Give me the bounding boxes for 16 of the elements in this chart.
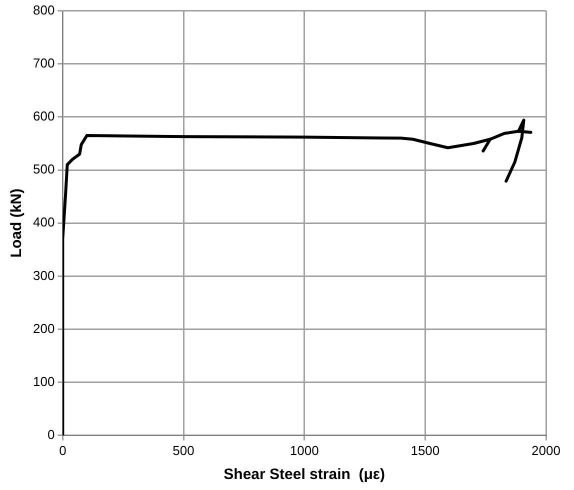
y-tick-label: 0	[47, 426, 55, 442]
y-tick-label: 700	[32, 55, 55, 70]
y-tick-label: 500	[32, 162, 55, 177]
y-tick-label: 600	[32, 108, 55, 124]
y-axis-title: Load (kN)	[8, 188, 26, 258]
y-tick-label: 400	[32, 214, 55, 230]
x-tick-label: 1500	[410, 442, 440, 458]
x-tick-label: 1000	[290, 442, 319, 458]
x-axis-title: Shear Steel strain (με)	[224, 466, 386, 484]
x-tick-label: 500	[172, 442, 194, 458]
x-tick-label: 2000	[532, 442, 560, 458]
y-tick-label: 300	[32, 268, 55, 283]
y-tick-label: 800	[32, 2, 55, 18]
y-tick-label: 100	[32, 374, 55, 389]
x-tick-label: 0	[59, 442, 66, 458]
y-tick-label: 200	[32, 320, 55, 336]
